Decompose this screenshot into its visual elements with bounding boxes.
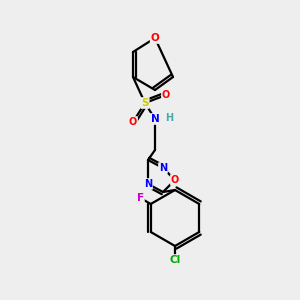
Text: O: O <box>162 90 170 100</box>
Text: H: H <box>165 113 173 123</box>
Text: O: O <box>171 175 179 185</box>
Text: N: N <box>144 179 152 189</box>
Text: N: N <box>151 114 159 124</box>
Text: O: O <box>151 33 159 43</box>
Text: S: S <box>141 98 149 108</box>
Text: F: F <box>137 193 144 203</box>
Text: O: O <box>129 117 137 127</box>
Text: N: N <box>159 163 167 173</box>
Text: Cl: Cl <box>169 255 181 265</box>
